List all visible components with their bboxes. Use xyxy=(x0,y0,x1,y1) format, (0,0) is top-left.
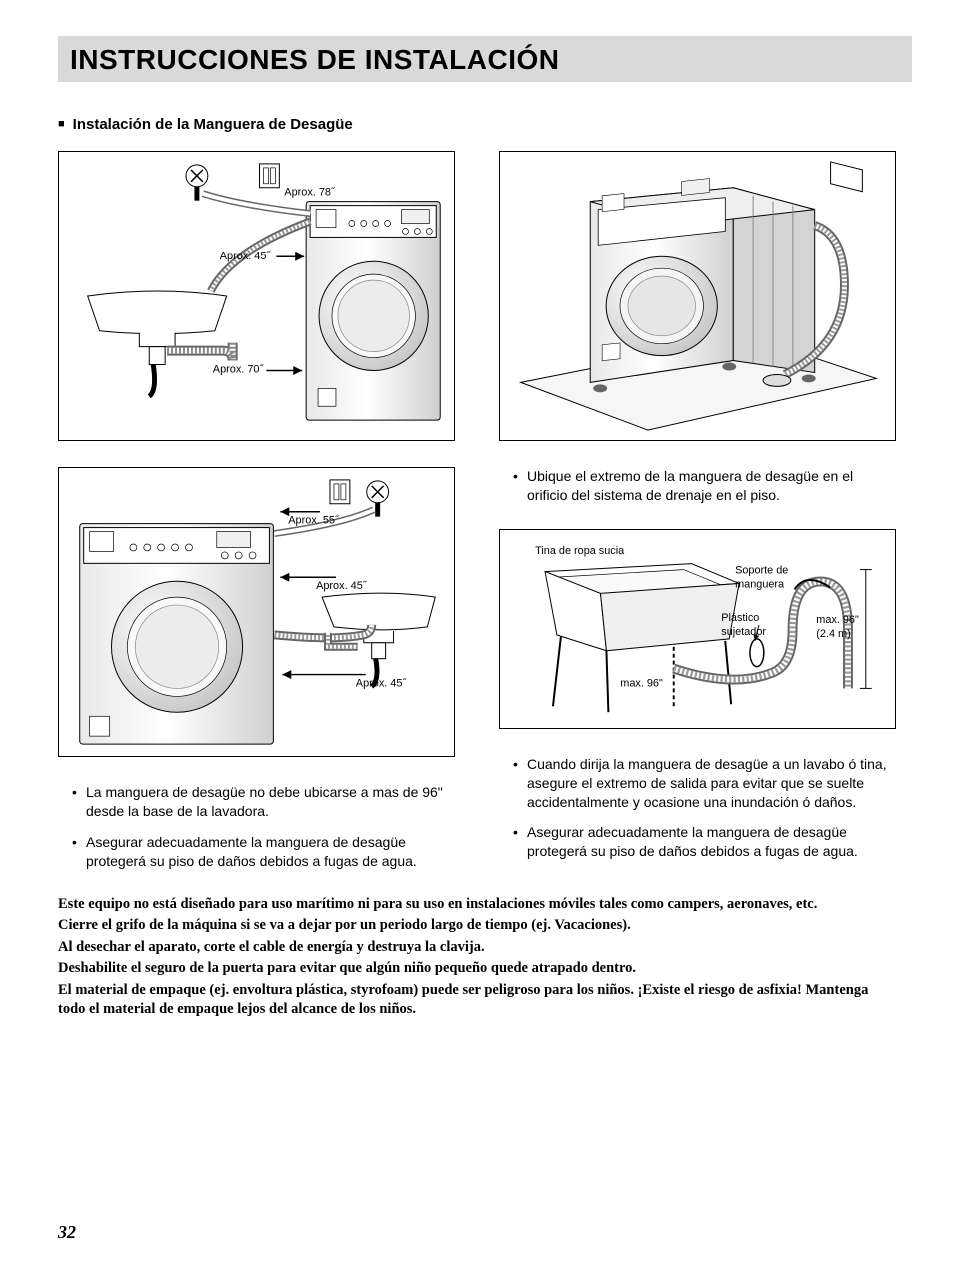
label-55: Aprox. 55˝ xyxy=(288,515,340,527)
warning-line: Este equipo no está diseñado para uso ma… xyxy=(58,895,896,915)
bullet-item: Asegurar adecuadamente la manguera de de… xyxy=(86,833,449,871)
warning-line: Deshabilite el seguro de la puerta para … xyxy=(58,959,896,979)
left-bullets: La manguera de desagüe no debe ubicarse … xyxy=(58,783,455,871)
bullet-item: La manguera de desagüe no debe ubicarse … xyxy=(86,783,449,821)
bullet-item: Asegurar adecuadamente la manguera de de… xyxy=(527,823,890,861)
max96b-label: max. 96" xyxy=(816,614,859,626)
label-78: Aprox. 78˝ xyxy=(284,187,336,199)
bullet-item: Cuando dirija la manguera de desagüe a u… xyxy=(527,755,890,812)
label-45b: Aprox. 45˝ xyxy=(356,677,408,689)
diagram-1: Aprox. 78˝ Aprox. 45˝ Aprox. 70˝ xyxy=(58,151,455,441)
right-column: Ubique el extremo de la manguera de desa… xyxy=(499,151,896,895)
content-area: Instalación de la Manguera de Desagüe xyxy=(0,82,954,895)
max96a-label: max. 96" xyxy=(620,677,663,689)
subheading: Instalación de la Manguera de Desagüe xyxy=(58,116,896,133)
dist-label: (2.4 m) xyxy=(816,628,850,640)
label-45: Aprox. 45˝ xyxy=(220,250,272,262)
plastico-label: Plástico xyxy=(721,612,759,624)
right-bullets-top: Ubique el extremo de la manguera de desa… xyxy=(499,467,896,505)
page-title: INSTRUCCIONES DE INSTALACIÓN xyxy=(70,44,900,76)
bullet-item: Ubique el extremo de la manguera de desa… xyxy=(527,467,890,505)
label-70: Aprox. 70˝ xyxy=(213,363,265,375)
warning-line: Al desechar el aparato, corte el cable d… xyxy=(58,938,896,958)
warnings-block: Este equipo no está diseñado para uso ma… xyxy=(0,895,954,1020)
warning-line: Cierre el grifo de la máquina si se va a… xyxy=(58,916,896,936)
soporte-label: Soporte de xyxy=(735,564,788,576)
title-bar: INSTRUCCIONES DE INSTALACIÓN xyxy=(58,36,912,82)
tub-label: Tina de ropa sucia xyxy=(535,545,625,557)
warning-line: El material de empaque (ej. envoltura pl… xyxy=(58,981,896,1020)
diagram-3 xyxy=(499,151,896,441)
diagram-2: Aprox. 55˝ Aprox. 45˝ Aprox. 45˝ xyxy=(58,467,455,757)
left-column: Aprox. 78˝ Aprox. 45˝ Aprox. 70˝ xyxy=(58,151,455,895)
manguera-label: manguera xyxy=(735,578,785,590)
label-45a: Aprox. 45˝ xyxy=(316,580,368,592)
right-bullets-bottom: Cuando dirija la manguera de desagüe a u… xyxy=(499,755,896,861)
columns: Aprox. 78˝ Aprox. 45˝ Aprox. 70˝ xyxy=(58,151,896,895)
diagram-4: Tina de ropa sucia xyxy=(499,529,896,729)
page-number: 32 xyxy=(58,1222,76,1243)
sujetador-label: sujetador xyxy=(721,626,766,638)
